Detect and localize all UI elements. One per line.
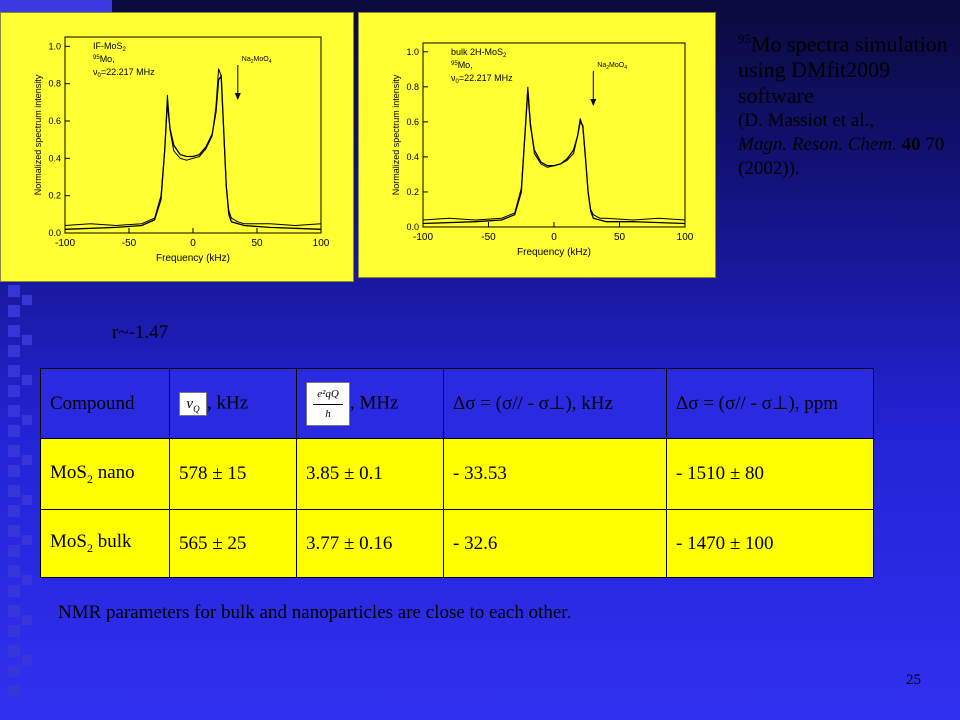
legend-compound: bulk 2H-MoS2 [451,47,507,59]
cell-ds-ppm: - 1470 ± 100 [666,509,874,578]
y-tick-label: 0.0 [48,228,61,238]
y-tick-label: 0.4 [48,153,61,163]
cell-compound: MoS2 bulk [40,509,170,578]
x-tick-label: 0 [551,232,557,243]
page-number: 25 [906,672,921,688]
y-tick-label: 0.4 [406,152,419,162]
note-main: Mo spectra simulation using DMfit2009 so… [738,31,948,109]
plot-frame [64,36,322,234]
x-tick-label: -50 [122,238,137,249]
y-tick-label: 0.2 [48,191,61,201]
cell-ds-ppm: - 1510 ± 80 [666,438,874,511]
top-bar [0,0,112,12]
x-tick-label: 100 [677,232,694,243]
simulated-spectrum-line [64,74,322,230]
cell-ds-khz: - 32.6 [443,509,667,578]
y-tick-label: 0.0 [406,222,419,232]
experimental-spectrum-line [422,86,686,221]
y-axis-label: Normalized spectrum intensity [33,74,43,195]
note-ref-c: 40 [901,134,921,156]
reference-arrow-label: Na2MoO4 [597,62,627,71]
y-tick-label: 1.0 [406,47,419,57]
y-tick-label: 0.8 [406,82,419,92]
legend-isotope: 95Mo, [451,60,473,70]
x-tick-label: -100 [413,232,433,243]
x-tick-label: -100 [55,238,75,249]
header-cq: e²qQ h, MHz [296,367,444,440]
x-tick-label: -50 [481,232,496,243]
header-ds-ppm: Δσ = (σ// - σ⊥), ppm [666,367,874,440]
note-reference: (D. Massiot et al., Magn. Reson. Chem. 4… [738,109,948,181]
y-axis-label: Normalized spectrum intensity [391,74,401,195]
simulation-note: 95Mo spectra simulation using DMfit2009 … [738,26,948,181]
x-tick-label: 50 [614,232,626,243]
cq-fraction: e²qQ h [306,381,350,426]
x-tick-label: 50 [251,238,263,249]
cell-nu: 578 ± 15 [169,438,297,511]
x-tick-label: 0 [190,238,196,249]
note-ref-d: 70 (2002)). [738,134,945,180]
header-nu: νQ, kHz [169,367,297,440]
table-row: MoS2 nano 578 ± 15 3.85 ± 0.1 - 33.53 - … [40,438,874,511]
cell-compound: MoS2 nano [40,438,170,511]
simulated-spectrum-line [422,90,686,225]
note-sup: 95 [738,31,751,46]
nu-q-symbol: νQ [179,391,207,416]
cell-nu: 565 ± 25 [169,509,297,578]
cell-cq: 3.77 ± 0.16 [296,509,444,578]
y-tick-label: 1.0 [48,41,61,51]
experimental-spectrum-line [64,68,322,227]
cell-ds-khz: - 33.53 [443,438,667,511]
legend-frequency: ν0=22.217 MHz [93,67,155,79]
r-label: r~-1.47 [112,322,169,343]
x-axis-label: Frequency (kHz) [517,247,591,258]
conclusion-text: NMR parameters for bulk and nanoparticle… [58,602,572,623]
header-nu-unit: , kHz [207,391,249,413]
y-tick-label: 0.6 [48,116,61,126]
cell-cq: 3.85 ± 0.1 [296,438,444,511]
y-tick-label: 0.2 [406,187,419,197]
plot-frame [422,42,686,228]
x-axis-label: Frequency (kHz) [156,253,230,264]
reference-arrow-head [590,99,597,106]
table-header-row: Compound νQ, kHz e²qQ h, MHz Δσ = (σ// - … [40,367,874,440]
header-cq-unit: , MHz [350,391,399,413]
nmr-parameters-table: Compound νQ, kHz e²qQ h, MHz Δσ = (σ// - … [40,367,874,578]
note-ref-b: Magn. Reson. Chem. [738,134,897,156]
legend-compound: IF-MoS2 [93,41,127,53]
right-spectrum-panel: -100 -50 0 50 100 0.0 0.2 0.4 0.6 0.8 1.0 Frequency… [358,12,716,278]
legend-frequency: ν0=22.217 MHz [451,73,513,85]
reference-arrow-head [234,93,241,100]
table-row: MoS2 bulk 565 ± 25 3.77 ± 0.16 - 32.6 - … [40,509,874,578]
left-spectrum-panel: -100 -50 0 50 100 0.0 0.2 0.4 0.6 0.8 1.0 Frequency… [0,12,354,282]
x-tick-label: 100 [313,238,330,249]
header-compound: Compound [40,367,170,440]
right-spectrum-chart: -100 -50 0 50 100 0.0 0.2 0.4 0.6 0.8 1.0 Frequency… [391,42,694,258]
header-ds-khz: Δσ = (σ// - σ⊥), kHz [443,367,667,440]
reference-arrow-label: Na2MoO4 [242,56,272,65]
y-tick-label: 0.6 [406,117,419,127]
left-spectrum-chart: -100 -50 0 50 100 0.0 0.2 0.4 0.6 0.8 1.0 Frequency… [33,36,330,264]
y-tick-label: 0.8 [48,79,61,89]
legend-isotope: 95Mo, [93,54,115,64]
note-ref-a: (D. Massiot et al., [738,110,875,132]
